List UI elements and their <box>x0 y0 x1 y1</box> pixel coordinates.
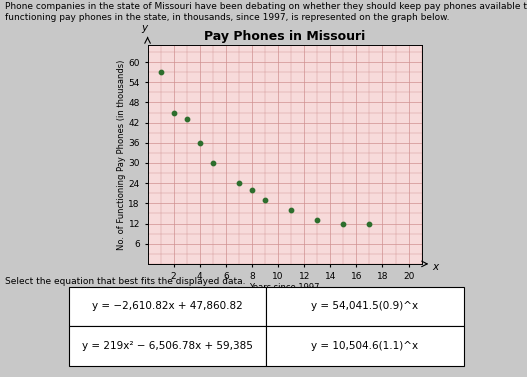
Point <box>196 140 204 146</box>
Y-axis label: No. of Functioning Pay Phones (in thousands): No. of Functioning Pay Phones (in thousa… <box>116 60 125 250</box>
Text: y: y <box>142 23 148 33</box>
Point <box>170 109 178 115</box>
Text: y = 54,041.5(0.9)^x: y = 54,041.5(0.9)^x <box>311 301 418 311</box>
Text: y = −2,610.82x + 47,860.82: y = −2,610.82x + 47,860.82 <box>92 301 243 311</box>
Text: x: x <box>433 262 438 272</box>
Point <box>365 221 374 227</box>
Point <box>209 160 217 166</box>
Point <box>235 180 243 186</box>
Text: Phone companies in the state of Missouri have been debating on whether they shou: Phone companies in the state of Missouri… <box>5 2 527 11</box>
Point <box>339 221 347 227</box>
Text: functioning pay phones in the state, in thousands, since 1997, is represented on: functioning pay phones in the state, in … <box>5 13 450 22</box>
Point <box>157 69 165 75</box>
Text: y = 10,504.6(1.1)^x: y = 10,504.6(1.1)^x <box>311 341 418 351</box>
Point <box>248 187 256 193</box>
X-axis label: Years since 1997: Years since 1997 <box>249 284 320 292</box>
Point <box>261 197 269 203</box>
Point <box>182 116 191 122</box>
Text: Select the equation that best fits the displayed data.: Select the equation that best fits the d… <box>5 277 246 286</box>
Title: Pay Phones in Missouri: Pay Phones in Missouri <box>204 30 365 43</box>
Point <box>313 217 321 223</box>
Text: y = 219x² − 6,506.78x + 59,385: y = 219x² − 6,506.78x + 59,385 <box>82 341 253 351</box>
Point <box>287 207 295 213</box>
